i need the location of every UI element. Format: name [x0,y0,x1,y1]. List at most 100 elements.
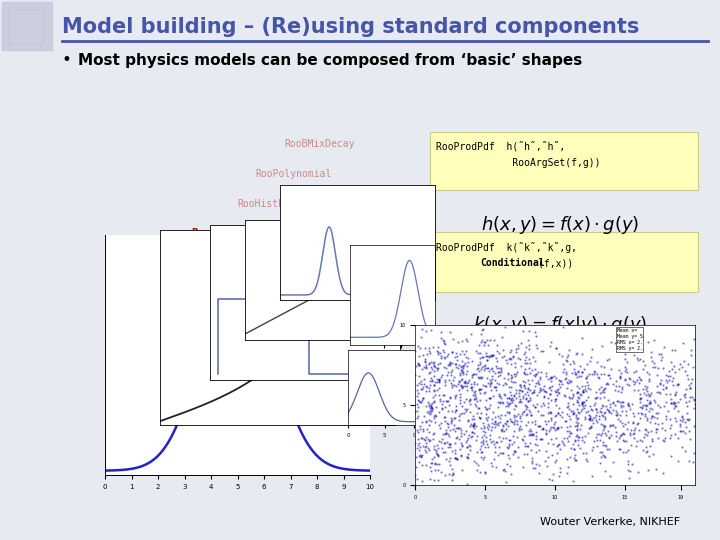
Point [485,375,496,384]
Point [534,446,545,455]
Point [429,418,441,427]
Point [579,413,590,421]
Point [591,430,603,438]
Point [562,351,574,360]
Point [415,451,426,460]
Point [531,340,542,349]
Point [449,438,461,447]
Point [417,424,428,433]
Point [416,364,428,373]
Point [438,412,449,421]
Point [575,372,587,380]
Point [595,383,606,391]
Point [580,387,591,395]
Point [526,456,538,465]
Point [450,402,462,410]
Point [461,427,472,435]
Point [482,356,493,364]
Point [683,397,694,406]
Point [518,368,530,377]
Point [433,375,444,383]
Point [523,364,535,373]
Point [432,476,444,484]
Point [491,364,503,373]
Point [675,360,686,369]
Point [462,453,473,461]
Point [418,383,429,391]
Point [495,410,507,419]
Point [476,353,487,362]
Point [645,353,657,362]
Point [462,362,473,371]
Point [446,348,458,357]
Point [570,451,581,460]
Point [470,421,482,430]
Point [483,393,495,402]
Point [560,355,572,364]
Point [497,425,508,434]
Point [653,349,665,358]
Point [467,420,479,429]
Point [642,396,653,404]
Point [497,434,508,442]
Point [489,448,500,456]
Point [502,444,513,453]
Point [638,433,649,441]
Point [487,392,499,401]
Point [522,417,534,426]
Point [429,363,441,372]
Point [446,382,457,391]
Point [629,380,640,388]
Point [616,397,628,406]
Point [565,386,577,395]
Point [463,440,474,449]
Point [687,362,698,371]
Point [519,389,531,398]
Point [413,438,425,447]
Point [505,348,516,356]
Point [461,443,472,451]
Point [436,403,448,412]
Point [420,461,432,470]
Point [455,376,467,384]
Point [431,386,443,395]
Point [492,421,503,430]
Point [554,445,566,454]
Point [479,431,490,440]
Point [641,415,652,424]
Point [669,402,680,410]
Point [461,453,472,461]
Point [453,423,464,432]
Point [430,410,441,419]
Point [658,402,670,410]
Point [431,450,442,459]
Point [475,384,487,393]
Point [480,437,492,445]
Point [440,429,451,437]
Point [507,439,518,448]
Point [564,428,575,437]
Point [411,426,423,435]
Point [639,388,650,397]
Point [587,413,598,422]
Point [573,432,585,441]
Point [437,335,449,344]
Point [472,461,484,469]
Point [582,383,594,392]
Point [487,437,499,445]
Point [463,354,474,362]
Point [444,358,456,367]
Point [577,399,588,408]
Point [578,438,590,447]
Point [551,401,562,410]
Point [477,352,489,361]
Point [503,368,514,377]
Point [503,408,515,417]
Point [572,397,584,406]
Point [539,416,551,425]
Point [562,357,573,366]
Point [456,382,468,390]
Point [552,423,564,431]
Point [533,422,544,430]
Point [552,384,564,393]
